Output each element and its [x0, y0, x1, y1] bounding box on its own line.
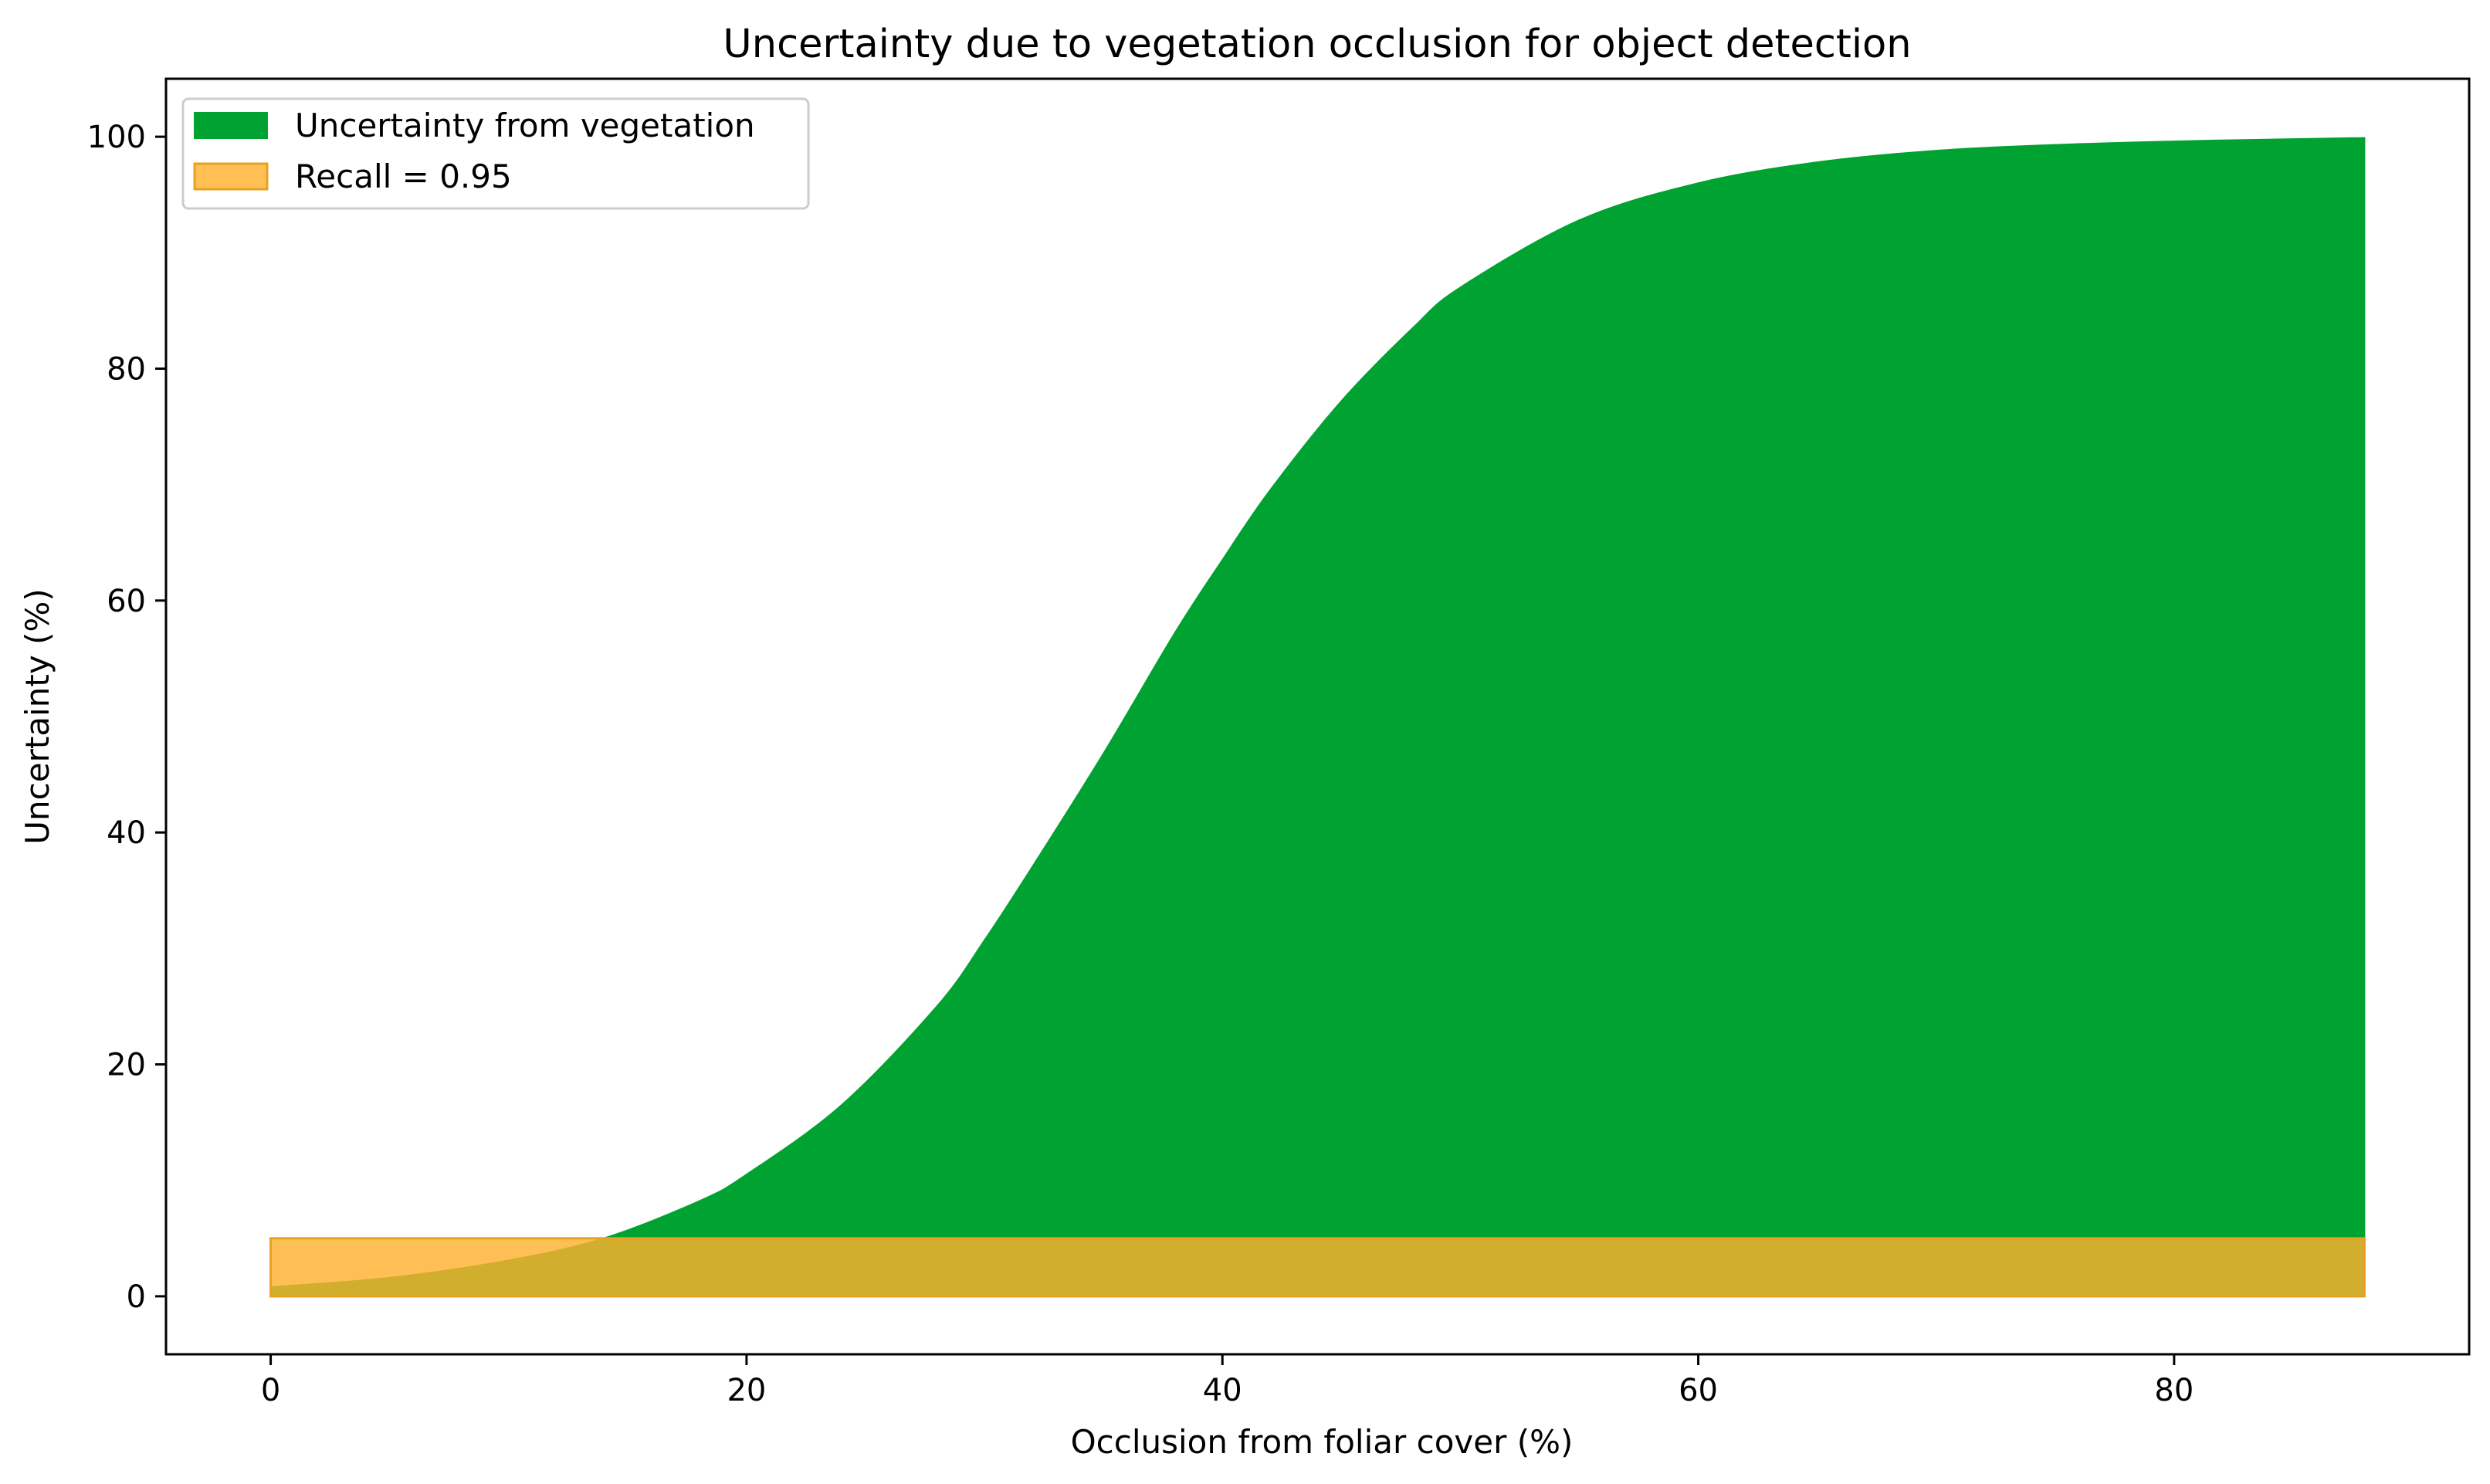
plot-area: [269, 137, 2366, 1298]
axes-frame: [164, 77, 2471, 1356]
y-tick-label: 80: [107, 351, 146, 387]
x-tick-label: 0: [261, 1373, 280, 1408]
legend-box: [181, 97, 810, 210]
legend-swatch-uncertainty: [194, 112, 268, 139]
legend-label-recall: Recall = 0.95: [295, 158, 512, 195]
y-tick-label: 0: [127, 1279, 146, 1315]
x-axis-ticks: 0 20 40 60 80: [261, 1354, 2194, 1408]
y-tick-label: 100: [87, 120, 146, 155]
legend-swatch-recall: [193, 162, 269, 191]
legend: Uncertainty from vegetation Recall = 0.9…: [181, 97, 810, 210]
y-axis-ticks: 0 20 40 60 80 100: [87, 120, 166, 1315]
y-axis-label: Uncertainty (%): [19, 588, 56, 844]
legend-label-uncertainty: Uncertainty from vegetation: [295, 107, 755, 144]
y-tick-label: 20: [107, 1048, 146, 1083]
x-tick-label: 60: [1679, 1373, 1718, 1408]
x-axis-label: Occlusion from foliar cover (%): [1071, 1423, 1574, 1461]
x-tick-label: 40: [1203, 1373, 1242, 1408]
y-tick-label: 60: [107, 584, 146, 619]
x-tick-label: 80: [2154, 1373, 2194, 1408]
series-uncertainty-area: [269, 137, 2366, 1297]
chart-title: Uncertainty due to vegetation occlusion …: [723, 22, 1911, 67]
series-recall-band: [269, 1237, 2366, 1298]
y-tick-label: 40: [107, 815, 146, 851]
x-tick-label: 20: [727, 1373, 766, 1408]
